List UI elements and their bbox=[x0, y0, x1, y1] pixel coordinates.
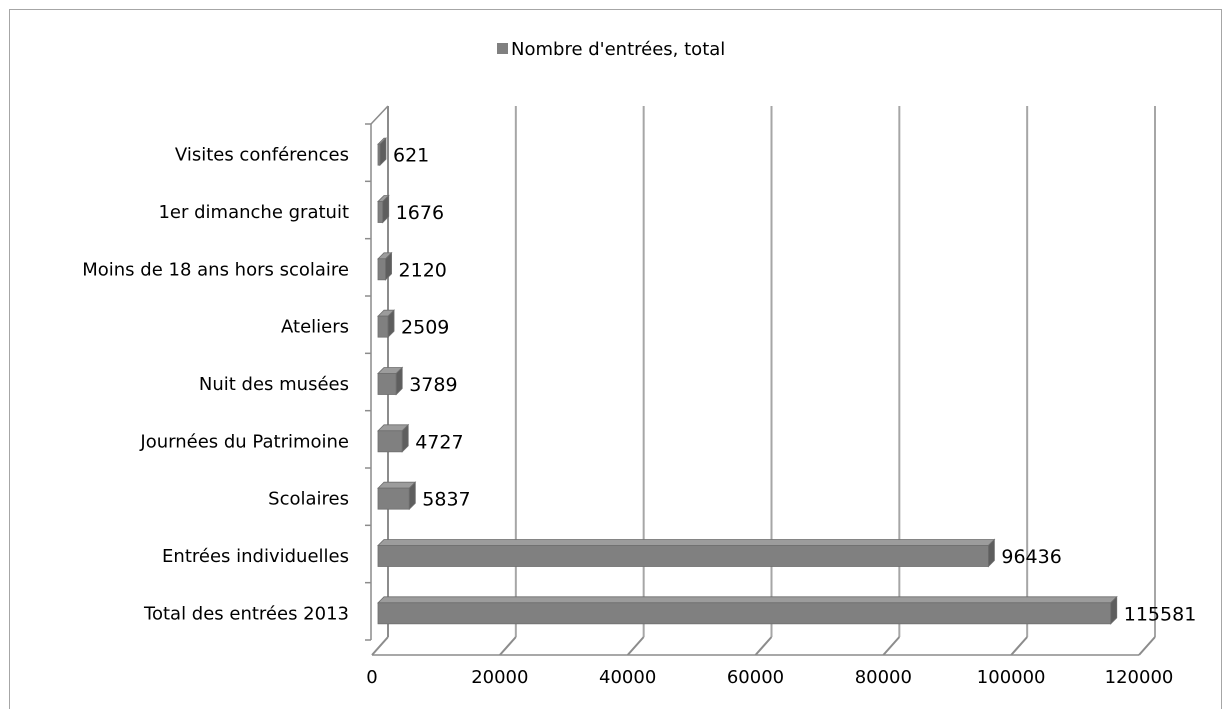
data-label: 115581 bbox=[1124, 603, 1197, 625]
legend-swatch bbox=[497, 43, 508, 54]
x-tick-label: 0 bbox=[366, 667, 377, 688]
legend: Nombre d'entrées, total bbox=[497, 39, 725, 60]
bar-front-face bbox=[377, 430, 403, 453]
bar-front-face bbox=[377, 602, 1112, 625]
bar-side-face bbox=[395, 366, 403, 396]
floor-diagonal bbox=[754, 636, 773, 656]
floor-diagonal bbox=[882, 636, 901, 656]
bar-front-face bbox=[377, 545, 989, 567]
bar bbox=[377, 538, 996, 568]
y-axis-top-diagonal bbox=[370, 105, 389, 125]
x-tick-label: 120000 bbox=[1105, 667, 1174, 688]
data-label: 621 bbox=[393, 145, 429, 167]
gridlines bbox=[514, 106, 1156, 637]
bar-side-face bbox=[385, 251, 392, 281]
bars bbox=[377, 137, 1118, 625]
bar-side-face bbox=[379, 137, 387, 167]
bar-front-face bbox=[377, 258, 386, 281]
chart-area bbox=[9, 9, 1222, 709]
bar-front-face bbox=[377, 487, 410, 510]
bar-side-face bbox=[1110, 595, 1118, 625]
axes bbox=[365, 105, 1156, 656]
floor-diagonal bbox=[626, 636, 645, 656]
bar-side-face bbox=[401, 423, 409, 453]
category-label: Journées du Patrimoine bbox=[139, 431, 349, 452]
category-label: Nuit des musées bbox=[199, 374, 349, 395]
x-tick-label: 100000 bbox=[977, 667, 1046, 688]
legend-label: Nombre d'entrées, total bbox=[511, 39, 725, 60]
data-label: 5837 bbox=[422, 489, 470, 511]
bar-side-face bbox=[382, 194, 390, 224]
bar bbox=[377, 423, 410, 453]
data-label: 1676 bbox=[396, 202, 444, 224]
category-label: Ateliers bbox=[281, 317, 349, 338]
data-label: 2509 bbox=[401, 317, 449, 339]
data-label: 96436 bbox=[1001, 546, 1061, 568]
bar-side-face bbox=[408, 481, 416, 511]
bar bbox=[377, 137, 387, 167]
x-tick-label: 80000 bbox=[855, 667, 912, 688]
floor-diagonal bbox=[499, 636, 517, 656]
floor-diagonal bbox=[371, 636, 389, 656]
floor-diagonal bbox=[1138, 636, 1156, 656]
x-tick-label: 20000 bbox=[471, 667, 528, 688]
bar bbox=[377, 309, 396, 339]
category-label: Total des entrées 2013 bbox=[143, 603, 349, 624]
labels: 0 20000 40000 60000 80000 100000 120000 115581 T… bbox=[82, 145, 1196, 688]
bar bbox=[377, 366, 404, 396]
bar-side-face bbox=[387, 309, 395, 339]
x-tick-label: 60000 bbox=[727, 667, 784, 688]
bar bbox=[377, 595, 1118, 625]
bar-side-face bbox=[987, 538, 995, 568]
bar bbox=[377, 194, 390, 224]
category-label: 1er dimanche gratuit bbox=[158, 202, 349, 223]
bar bbox=[377, 251, 393, 281]
category-label: Scolaires bbox=[268, 489, 349, 510]
bar-front-face bbox=[377, 201, 384, 223]
category-label: Moins de 18 ans hors scolaire bbox=[82, 259, 349, 280]
data-label: 3789 bbox=[409, 374, 457, 396]
x-tick-label: 40000 bbox=[599, 667, 656, 688]
bar-front-face bbox=[377, 315, 389, 338]
bar-top-face bbox=[377, 539, 996, 546]
category-label: Entrées individuelles bbox=[162, 546, 349, 567]
floor-diagonal bbox=[1010, 636, 1028, 656]
data-label: 4727 bbox=[415, 431, 463, 453]
category-label: Visites conférences bbox=[175, 145, 349, 166]
bar bbox=[377, 481, 417, 511]
bar-front-face bbox=[377, 373, 397, 395]
data-label: 2120 bbox=[399, 259, 447, 281]
bar-top-face bbox=[377, 596, 1118, 604]
